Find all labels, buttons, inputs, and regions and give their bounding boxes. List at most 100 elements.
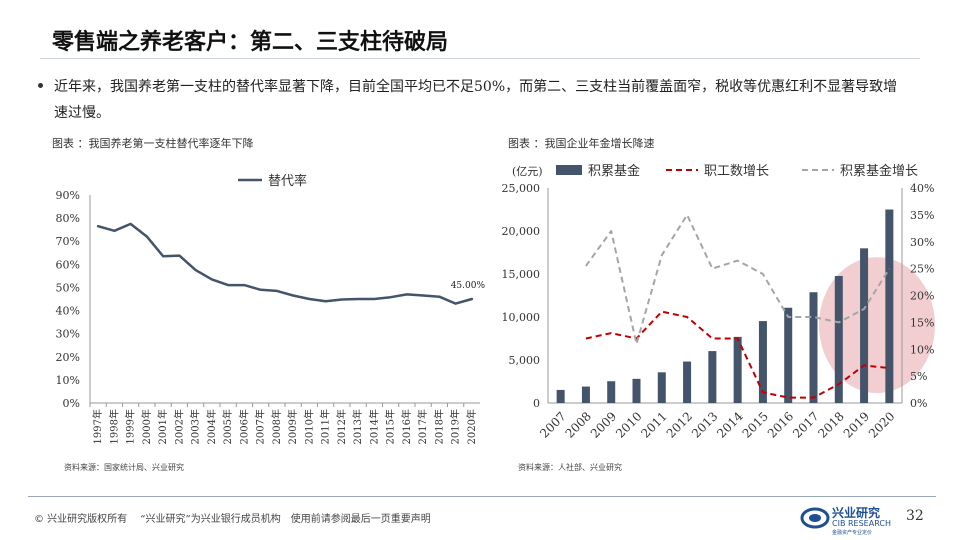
bar-accumulated-fund (733, 336, 742, 403)
y-right-tick-label: 0% (910, 397, 927, 410)
x-tick-label: 2000年 (140, 409, 153, 444)
page-number: 32 (906, 508, 924, 524)
bar-accumulated-fund (784, 307, 793, 403)
bar-accumulated-fund (683, 361, 692, 403)
x-tick-label: 2013 (689, 409, 720, 440)
x-tick-label: 1998年 (107, 409, 120, 444)
x-tick-label: 2014年 (367, 409, 380, 444)
legend-swatch-accumulated-fund (556, 165, 582, 175)
y-right-tick-label: 25% (910, 263, 934, 276)
bar-accumulated-fund (607, 381, 616, 403)
enterprise-annuity-chart: 0 5,000 10,000 15,000 20,000 25,000 0% 5% 10% 15%… (502, 163, 935, 441)
left-chart-source: 资料来源：国家统计局、兴业研究 (64, 463, 184, 472)
legend-label-replacement-rate: 替代率 (268, 173, 307, 189)
page-title: 零售端之养老客户：第二、三支柱待破局 (52, 29, 449, 55)
series-line-replacement-rate (96, 222, 474, 305)
x-tick-label: 2020年 (465, 409, 478, 444)
x-tick-label: 2018年 (432, 409, 445, 444)
x-tick-label: 2016年 (400, 409, 413, 444)
x-tick-label: 2011 (638, 409, 669, 440)
footer-disclaimer: © 兴业研究版权所有 “兴业研究”为兴业银行成员机构 使用前请参阅最后一页重要声… (34, 514, 431, 525)
y-right-tick-label: 30% (910, 236, 934, 249)
right-chart-source: 资料来源：人社部、兴业研究 (518, 463, 622, 472)
x-tick-label: 2013年 (351, 409, 364, 444)
x-tick-label: 1999年 (124, 409, 137, 444)
y-left-tick-label: 5,000 (509, 354, 541, 367)
bar-accumulated-fund (581, 386, 590, 403)
x-tick-label: 2008 (563, 409, 594, 440)
x-tick-label: 2003年 (189, 409, 202, 444)
bar-accumulated-fund (556, 389, 565, 403)
footer-divider (28, 496, 936, 497)
bar-accumulated-fund (758, 321, 767, 403)
x-tick-label: 1997年 (91, 409, 104, 444)
unit-label: (亿元) (512, 165, 543, 178)
x-tick-label: 2015年 (384, 409, 397, 444)
y-left-tick-label: 10,000 (502, 311, 541, 324)
y-right-tick-label: 15% (910, 316, 934, 329)
y-right-tick-label: 10% (910, 343, 934, 356)
bar-accumulated-fund (885, 209, 894, 403)
y-tick-label: 10% (56, 374, 80, 387)
x-tick-label: 2012 (664, 409, 695, 440)
x-tick-label: 2019 (841, 409, 872, 440)
bar-accumulated-fund (708, 351, 717, 403)
x-tick-label: 2017 (790, 409, 821, 440)
x-tick-label: 2020 (866, 409, 897, 440)
x-tick-label: 2018 (815, 409, 846, 440)
bullet-text: 近年来，我国养老第一支柱的替代率显著下降，目前全国平均已不足50%，而第二、三支… (54, 79, 898, 121)
x-tick-label: 2007 (537, 409, 568, 440)
bar-accumulated-fund (834, 275, 843, 403)
x-tick-label: 2016 (765, 409, 796, 440)
x-tick-label: 2009 (588, 409, 619, 440)
y-tick-label: 70% (56, 235, 80, 248)
y-tick-label: 80% (56, 212, 80, 225)
legend-label-accumulated-fund: 积累基金 (588, 163, 640, 179)
series-line-employee-growth (585, 310, 890, 399)
x-tick-label: 2006年 (237, 409, 250, 444)
y-right-tick-label: 40% (910, 182, 934, 195)
x-tick-label: 2001年 (156, 409, 169, 444)
y-tick-label: 90% (56, 189, 80, 202)
bar-accumulated-fund (809, 292, 818, 403)
replacement-rate-line-chart: 0% 10% 20% 30% 40% 50% 60% 70% 80% 90% 1997年 1998年 1… (56, 173, 486, 444)
x-tick-label: 2002年 (172, 409, 185, 444)
y-left-tick-label: 15,000 (502, 268, 541, 281)
cib-research-logo: 兴业研究 CIB RESEARCH 金融资产专业定价 (800, 502, 898, 538)
x-tick-label: 2014 (714, 409, 746, 441)
x-tick-label: 2012年 (335, 409, 348, 444)
x-tick-label: 2004年 (205, 409, 218, 444)
bar-accumulated-fund (860, 248, 869, 403)
x-tick-label: 2010 (613, 409, 644, 440)
cib-logo-icon (800, 507, 830, 529)
x-tick-label: 2005年 (221, 409, 234, 444)
x-tick-label: 2015 (740, 409, 771, 440)
y-right-tick-label: 20% (910, 290, 934, 303)
bullet-dot (38, 83, 43, 88)
y-left-tick-label: 0 (533, 397, 540, 410)
y-tick-label: 50% (56, 281, 80, 294)
series-line-fund-growth (585, 213, 891, 345)
y-right-tick-label: 35% (910, 209, 934, 222)
y-tick-label: 20% (56, 351, 80, 364)
y-left-tick-label: 20,000 (502, 225, 541, 238)
data-label: 45.00% (451, 281, 486, 291)
x-tick-label: 2017年 (416, 409, 429, 444)
bar-accumulated-fund (632, 378, 641, 403)
logo-text-sub: CIB RESEARCH (832, 519, 891, 528)
logo-text-main: 兴业研究 (832, 506, 881, 520)
highlight-circle (819, 257, 935, 394)
y-tick-label: 60% (56, 258, 80, 271)
x-tick-label: 2010年 (302, 409, 315, 444)
legend-label-employee-growth: 职工数增长 (704, 164, 769, 179)
x-tick-label: 2019年 (449, 409, 462, 444)
x-tick-label: 2011年 (319, 409, 332, 444)
right-chart-caption: 图表 ：我国企业年金增长降速 (508, 137, 655, 150)
logo-tagline: 金融资产专业定价 (832, 530, 873, 536)
bar-accumulated-fund (657, 372, 666, 403)
x-tick-label: 2007年 (254, 409, 267, 444)
x-tick-label: 2008年 (270, 409, 283, 444)
y-tick-label: 0% (63, 397, 80, 410)
y-tick-label: 30% (56, 328, 80, 341)
y-right-tick-label: 5% (910, 370, 927, 383)
